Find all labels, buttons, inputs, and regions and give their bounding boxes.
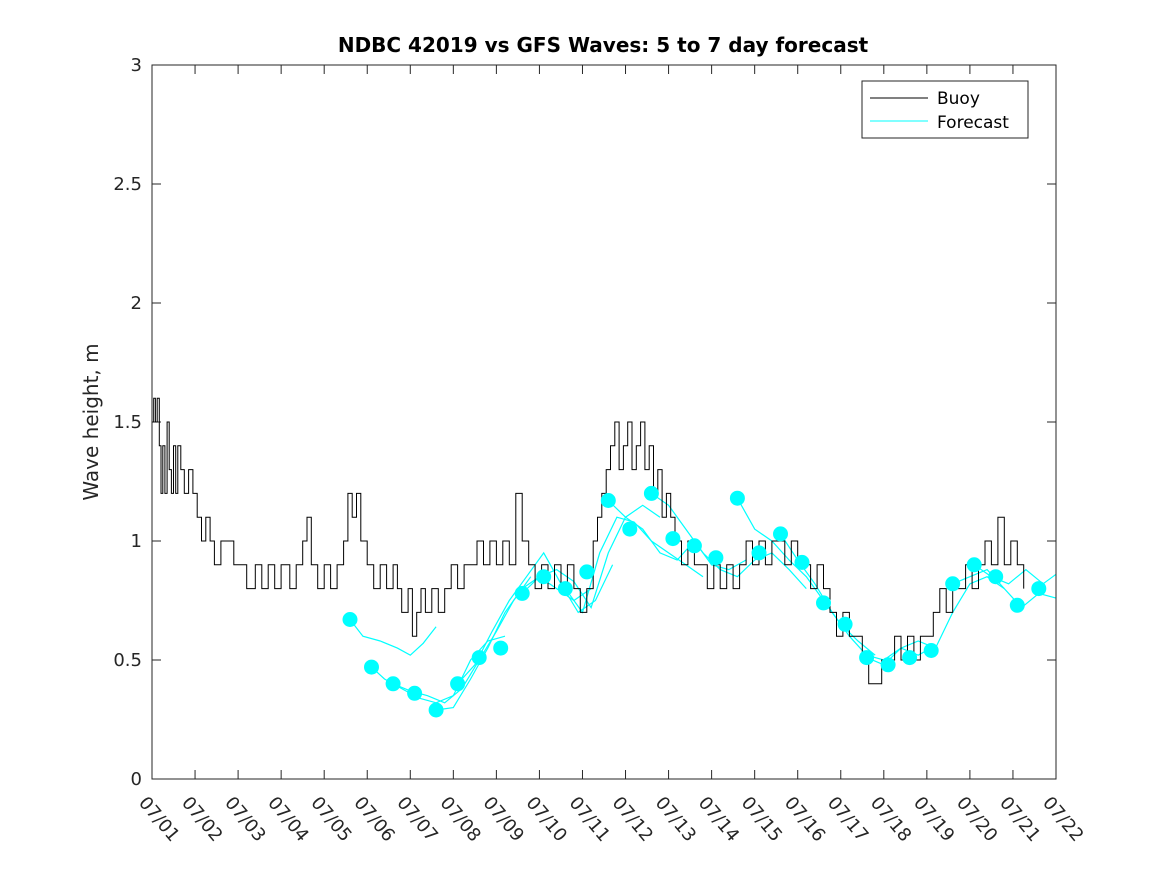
x-tick-labels: 07/0107/0207/0307/0407/0507/0607/0707/08… [134, 793, 1087, 846]
plot-background [152, 65, 1056, 779]
x-tick-label: 07/20 [952, 793, 1001, 846]
y-tick-label: 0.5 [113, 650, 142, 671]
y-tick-label: 1.5 [113, 412, 142, 433]
forecast-marker [966, 557, 982, 573]
legend: Buoy Forecast [861, 80, 1029, 139]
forecast-marker [1031, 581, 1047, 597]
y-axis-label: Wave height, m [79, 343, 103, 500]
forecast-marker [557, 581, 573, 597]
forecast-marker [816, 595, 831, 611]
forecast-marker [622, 521, 638, 537]
x-tick-label: 07/14 [694, 793, 743, 846]
forecast-marker [428, 702, 444, 718]
forecast-line [607, 500, 747, 571]
chart-title: NDBC 42019 vs GFS Waves: 5 to 7 day fore… [338, 33, 869, 57]
x-tick-label: 07/15 [737, 793, 786, 846]
forecast-marker [773, 526, 788, 542]
x-tick-label: 07/13 [651, 793, 700, 846]
x-tick-label: 07/16 [780, 793, 829, 846]
forecast-marker [600, 493, 616, 508]
forecast-marker [536, 569, 552, 585]
y-tick-label: 0 [131, 769, 142, 790]
x-tick-label: 07/18 [866, 793, 915, 846]
series-layer [152, 397, 1057, 718]
x-tick-label: 07/04 [263, 793, 312, 846]
forecast-marker [364, 659, 379, 675]
forecast-marker [1009, 597, 1025, 613]
x-tick-label: 07/22 [1038, 793, 1087, 846]
forecast-line [736, 497, 876, 656]
forecast-marker [471, 650, 487, 666]
y-tick-label: 1 [131, 531, 142, 552]
x-tick-label: 07/10 [522, 793, 571, 846]
forecast-marker [923, 643, 939, 658]
y-tick-label: 2.5 [113, 174, 142, 195]
forecast-line [564, 516, 704, 614]
forecast-marker [514, 585, 530, 601]
forecast-marker [643, 485, 659, 501]
forecast-marker [450, 676, 466, 692]
x-tick-label: 07/03 [220, 793, 269, 846]
legend-label-forecast: Forecast [937, 113, 1009, 133]
x-tick-label: 07/19 [909, 793, 958, 846]
plot-frame [151, 64, 1057, 780]
forecast-marker [493, 640, 509, 656]
x-tick-label: 07/21 [995, 793, 1044, 846]
x-tick-label: 07/11 [565, 793, 614, 846]
forecast-marker [880, 657, 896, 673]
x-tick-label: 07/05 [306, 793, 355, 846]
forecast-marker [708, 550, 724, 566]
forecast-line [349, 619, 437, 656]
x-tick-label: 07/17 [823, 793, 872, 846]
forecast-marker [794, 554, 810, 570]
forecast-marker [751, 545, 767, 561]
legend-box [861, 80, 1029, 139]
forecast-marker [686, 538, 702, 554]
x-tick-label: 07/12 [608, 793, 657, 846]
legend-label-buoy: Buoy [937, 89, 980, 109]
forecast-marker [579, 564, 595, 580]
forecast-marker [665, 531, 681, 547]
forecast-marker [729, 490, 745, 506]
x-tick-label: 07/07 [392, 793, 441, 846]
axis-ticks [151, 64, 1057, 780]
x-tick-label: 07/09 [479, 793, 528, 846]
y-tick-label: 2 [131, 293, 142, 314]
forecast-marker [342, 612, 358, 627]
forecast-marker [385, 676, 401, 692]
plot-area [151, 64, 1057, 780]
x-tick-label: 07/02 [177, 793, 226, 846]
x-tick-label: 07/06 [349, 793, 398, 846]
x-tick-label: 07/01 [134, 793, 183, 846]
y-tick-labels: 0 0.5 1 1.5 2 2.5 3 [113, 55, 142, 790]
forecast-marker [902, 650, 918, 666]
forecast-marker [407, 685, 423, 701]
forecast-marker [988, 569, 1004, 585]
buoy-line [152, 397, 1025, 685]
x-tick-label: 07/08 [436, 793, 485, 846]
forecast-marker [859, 650, 875, 666]
forecast-marker [945, 576, 961, 592]
forecast-line [651, 492, 807, 590]
forecast-marker [837, 616, 853, 632]
y-tick-label: 3 [131, 55, 142, 76]
